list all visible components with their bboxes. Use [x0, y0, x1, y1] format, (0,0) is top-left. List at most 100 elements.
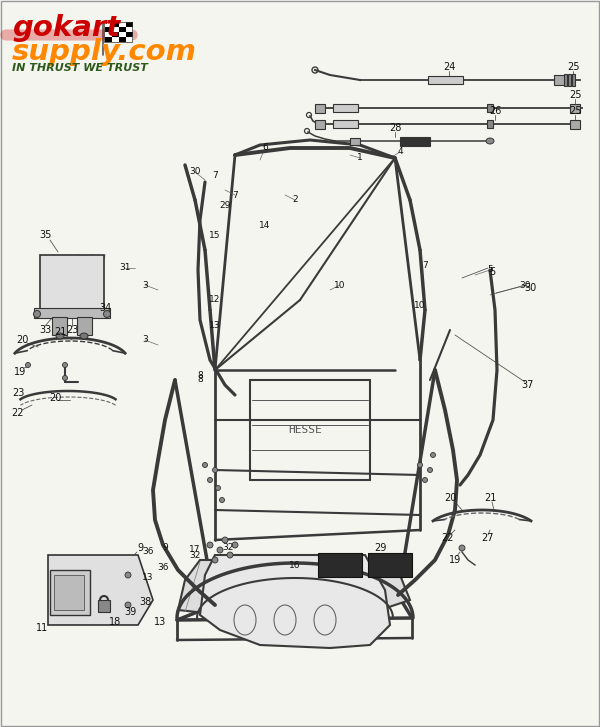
- Bar: [315, 119, 325, 129]
- Ellipse shape: [212, 467, 218, 473]
- Bar: [570, 119, 580, 129]
- Text: 16: 16: [289, 561, 301, 569]
- Ellipse shape: [222, 537, 228, 543]
- Ellipse shape: [212, 557, 218, 563]
- Bar: [40, 255, 104, 310]
- Text: 22: 22: [12, 408, 24, 418]
- Text: 13: 13: [154, 617, 166, 627]
- Text: 32: 32: [223, 544, 233, 553]
- Ellipse shape: [207, 542, 213, 548]
- Bar: [34, 308, 110, 318]
- Bar: [487, 104, 493, 112]
- Ellipse shape: [418, 462, 422, 467]
- Ellipse shape: [232, 542, 238, 548]
- Text: 20: 20: [49, 393, 61, 403]
- Text: 34: 34: [99, 303, 111, 313]
- Ellipse shape: [215, 486, 221, 491]
- Text: IN THRUST WE TRUST: IN THRUST WE TRUST: [12, 63, 148, 73]
- Text: 10: 10: [334, 281, 346, 289]
- Text: 3: 3: [142, 281, 148, 289]
- Text: 11: 11: [36, 623, 48, 633]
- Ellipse shape: [62, 363, 67, 368]
- Bar: [105, 32, 112, 37]
- Text: 9: 9: [137, 543, 143, 553]
- Text: 13: 13: [142, 574, 154, 582]
- Ellipse shape: [34, 310, 41, 318]
- Text: gokart: gokart: [12, 14, 120, 42]
- Text: 3: 3: [142, 335, 148, 345]
- Bar: [368, 553, 412, 577]
- Text: 19: 19: [14, 367, 26, 377]
- Text: 32: 32: [190, 550, 200, 560]
- Text: 22: 22: [441, 533, 453, 543]
- Polygon shape: [200, 555, 390, 648]
- Text: 2: 2: [292, 196, 298, 204]
- Text: 33: 33: [39, 325, 51, 335]
- Text: 7: 7: [232, 190, 238, 199]
- Text: 30: 30: [519, 281, 531, 289]
- Text: 25: 25: [569, 106, 581, 116]
- Bar: [318, 553, 362, 577]
- Bar: [105, 22, 112, 27]
- Text: 37: 37: [522, 380, 534, 390]
- Bar: [571, 74, 575, 86]
- Text: 29: 29: [220, 201, 230, 209]
- Ellipse shape: [427, 467, 433, 473]
- Text: supply.com: supply.com: [12, 38, 197, 66]
- Ellipse shape: [422, 478, 427, 483]
- Text: 1: 1: [357, 153, 363, 163]
- Bar: [119, 37, 126, 42]
- Text: 14: 14: [259, 220, 271, 230]
- Bar: [400, 137, 430, 145]
- Ellipse shape: [227, 552, 233, 558]
- Bar: [54, 575, 84, 610]
- Ellipse shape: [217, 547, 223, 553]
- Text: 28: 28: [389, 123, 401, 133]
- Ellipse shape: [125, 572, 131, 578]
- Text: 19: 19: [449, 555, 461, 565]
- Text: 30: 30: [189, 167, 201, 177]
- Bar: [112, 27, 119, 32]
- Text: 12: 12: [209, 295, 221, 305]
- Ellipse shape: [62, 376, 67, 380]
- Bar: [427, 76, 463, 84]
- Text: 8: 8: [197, 376, 203, 385]
- Bar: [568, 74, 571, 86]
- Bar: [50, 570, 90, 615]
- Bar: [119, 32, 126, 37]
- Bar: [487, 120, 493, 128]
- Ellipse shape: [104, 310, 110, 318]
- Ellipse shape: [125, 602, 131, 608]
- Text: 7: 7: [212, 171, 218, 180]
- Ellipse shape: [459, 545, 465, 551]
- Text: 8: 8: [197, 371, 203, 379]
- Ellipse shape: [431, 452, 436, 457]
- Text: 29: 29: [374, 543, 386, 553]
- Polygon shape: [48, 555, 153, 625]
- Bar: [105, 37, 112, 42]
- Text: 6: 6: [262, 143, 268, 153]
- Text: 25: 25: [569, 90, 581, 100]
- Bar: [77, 317, 92, 335]
- Text: 30: 30: [524, 283, 536, 293]
- Text: 7: 7: [422, 260, 428, 270]
- Text: 5: 5: [487, 265, 493, 275]
- Bar: [126, 27, 133, 32]
- Ellipse shape: [203, 462, 208, 467]
- Text: 5: 5: [489, 267, 495, 277]
- Bar: [315, 103, 325, 113]
- Bar: [350, 137, 360, 145]
- Bar: [554, 75, 566, 85]
- Text: 27: 27: [481, 533, 493, 543]
- Polygon shape: [178, 560, 410, 615]
- Bar: [112, 32, 119, 37]
- Bar: [105, 27, 112, 32]
- Bar: [119, 27, 126, 32]
- Text: 15: 15: [209, 230, 221, 239]
- Bar: [563, 74, 566, 86]
- Ellipse shape: [25, 363, 31, 368]
- Text: 18: 18: [109, 617, 121, 627]
- Bar: [112, 22, 119, 27]
- Text: 39: 39: [124, 607, 136, 617]
- Text: 23: 23: [66, 325, 78, 335]
